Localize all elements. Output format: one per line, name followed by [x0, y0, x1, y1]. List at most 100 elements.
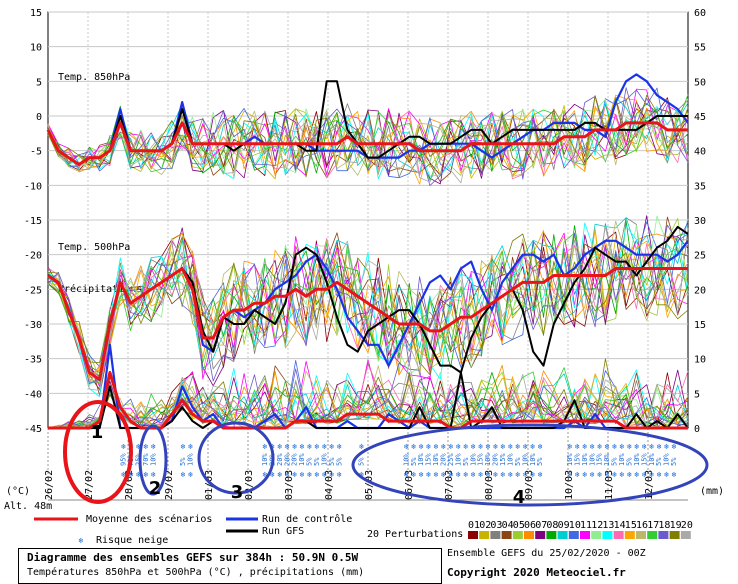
snow-risk-percent: 5%	[536, 457, 544, 466]
snow-risk-percent: 10%	[402, 453, 410, 466]
snowflake-icon: ❄	[515, 471, 521, 479]
perturbation-swatch	[490, 531, 501, 539]
perturbation-850-16	[47, 99, 689, 178]
left-tick-label: 0	[36, 112, 42, 123]
legend-control-label: Run de contrôle	[262, 513, 352, 525]
snow-risk-percent: 5%	[358, 457, 366, 466]
left-tick-label: -25	[24, 285, 42, 296]
snow-risk-percent: 5%	[179, 457, 187, 466]
perturbation-precip-12	[47, 371, 689, 429]
snow-risk-percent: 5%	[328, 457, 336, 466]
snowflake-icon: ❄	[150, 471, 156, 479]
snow-risk-percent: 10%	[529, 453, 537, 466]
right-tick-label: 35	[694, 181, 706, 192]
snowflake-icon: ❄	[262, 443, 268, 451]
snowflake-icon: ❄	[188, 443, 194, 451]
snow-risk-percent: 20%	[291, 453, 299, 466]
snow-risk-percent: 15%	[573, 453, 581, 466]
perturbation-id: 07	[535, 520, 547, 531]
snowflake-icon: ❄	[321, 471, 327, 479]
mean-500-line	[47, 267, 688, 381]
snowflake-icon: ❄	[277, 471, 283, 479]
snowflake-icon: ❄	[567, 443, 573, 451]
legend-perturbations-label: 20 Perturbations	[367, 529, 463, 540]
perturbation-swatch	[524, 531, 534, 539]
snowflake-icon: ❄	[530, 443, 536, 451]
snowflake-icon: ❄	[455, 443, 461, 451]
right-tick-label: 10	[694, 355, 706, 366]
snowflake-icon: ❄	[597, 443, 603, 451]
copyright: Copyright 2020 Meteociel.fr	[447, 566, 626, 579]
perturbation-id: 05	[513, 520, 525, 531]
snowflake-icon: ❄	[292, 471, 298, 479]
snowflake-icon: ❄	[121, 443, 127, 451]
snow-risk-percent: 5%	[625, 457, 633, 466]
perturbation-swatch	[669, 531, 680, 539]
perturbation-precip-18	[47, 362, 689, 429]
snowflake-icon: ❄	[485, 471, 491, 479]
date-tick-label: 05/03	[364, 470, 375, 500]
snowflake-icon: ❄	[493, 443, 499, 451]
snowflake-icon: ❄	[470, 471, 476, 479]
snow-risk-percent: 10%	[581, 453, 589, 466]
snow-risk-percent: 15%	[477, 453, 485, 466]
perturbation-id: 01	[468, 520, 480, 531]
chart-subtitle: Températures 850hPa et 500hPa (°C) , pré…	[27, 567, 365, 578]
right-tick-label: 40	[694, 147, 706, 158]
snowflake-icon: ❄	[656, 443, 662, 451]
perturbation-swatch	[479, 531, 490, 539]
perturbation-850-11	[47, 88, 689, 177]
snow-risk-percent: 15%	[425, 453, 433, 466]
date-tick-label: 08/03	[484, 470, 495, 500]
snowflake-icon: ❄	[188, 471, 194, 479]
perturbation-850-20	[47, 110, 689, 184]
perturbation-id: 16	[636, 520, 648, 531]
snowflake-icon: ❄	[500, 471, 506, 479]
perturbation-swatch	[535, 531, 546, 539]
perturbation-500-20	[47, 225, 689, 391]
snow-risk-percent: 25%	[447, 453, 455, 466]
snowflake-icon: ❄	[307, 471, 313, 479]
snowflake-icon: ❄	[574, 443, 580, 451]
right-tick-label: 0	[694, 424, 700, 435]
left-tick-label: -40	[24, 389, 42, 400]
perturbation-id: 17	[647, 520, 659, 531]
snowflake-icon: ❄	[463, 471, 469, 479]
snowflake-icon: ❄	[507, 471, 513, 479]
snowflake-icon: ❄	[582, 471, 588, 479]
perturbation-swatch	[647, 531, 658, 539]
snowflake-icon: ❄	[136, 443, 142, 451]
date-tick-label: 12/03	[644, 470, 655, 500]
snowflake-icon: ❄	[641, 471, 647, 479]
snowflake-icon: ❄	[671, 471, 677, 479]
right-tick-label: 15	[694, 320, 706, 331]
snow-risk-percent: 10%	[187, 453, 195, 466]
snowflake-icon: ❄	[441, 471, 447, 479]
snowflake-icon: ❄	[619, 443, 625, 451]
snowflake-icon: ❄	[299, 443, 305, 451]
snowflake-icon: ❄	[612, 443, 618, 451]
snowflake-icon: ❄	[463, 443, 469, 451]
snowflake-icon: ❄	[433, 471, 439, 479]
perturbation-850-6	[47, 107, 689, 177]
snow-risk-percent: 5%	[313, 457, 321, 466]
left-tick-label: -30	[24, 320, 42, 331]
snow-risk-percent: 5%	[611, 457, 619, 466]
snowflake-icon: ❄	[597, 471, 603, 479]
snowflake-icon: ❄	[418, 443, 424, 451]
snowflake-icon: ❄	[537, 471, 543, 479]
snowflake-icon: ❄	[121, 471, 127, 479]
perturbation-swatch	[624, 531, 635, 539]
snow-risk-percent: 10%	[566, 453, 574, 466]
snowflake-icon: ❄	[671, 443, 677, 451]
snowflake-icon: ❄	[426, 443, 432, 451]
date-tick-label: 27/02	[84, 470, 95, 500]
snowflake-icon: ❄	[403, 471, 409, 479]
snowflake-icon: ❄	[500, 443, 506, 451]
snowflake-icon: ❄	[299, 471, 305, 479]
perturbation-swatch	[591, 531, 602, 539]
snow-risk-percent: 5%	[670, 457, 678, 466]
snowflake-icon: ❄	[359, 471, 365, 479]
left-tick-label: 10	[30, 43, 42, 54]
